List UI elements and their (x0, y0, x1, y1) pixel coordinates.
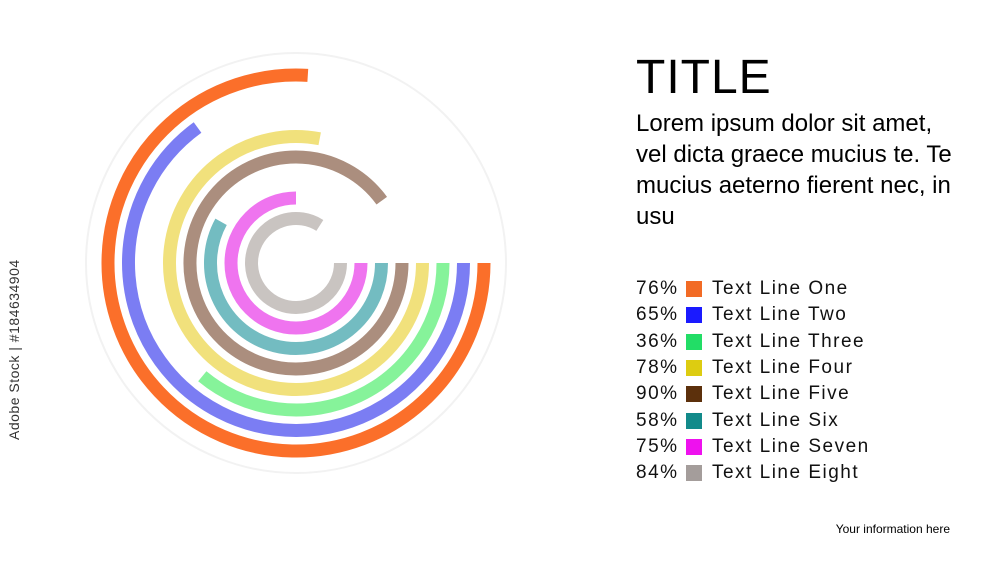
chart-legend: 76% Text Line One 65% Text Line Two 36% Text … (636, 276, 870, 486)
legend-swatch (686, 307, 702, 324)
background-guide-circle (85, 52, 507, 474)
legend-swatch (686, 281, 702, 298)
legend-item: 76% Text Line One (636, 276, 870, 302)
legend-item: 75% Text Line Seven (636, 434, 870, 460)
ring-bar-5 (183, 150, 409, 376)
legend-item: 36% Text Line Three (636, 329, 870, 355)
stock-watermark: Adobe Stock | #184634904 (6, 259, 22, 440)
legend-value: 84% (636, 462, 679, 484)
legend-swatch (686, 412, 702, 429)
legend-swatch (686, 360, 702, 377)
legend-item: 65% Text Line Two (636, 302, 870, 328)
legend-value: 78% (636, 357, 679, 379)
legend-label: Text Line Eight (712, 462, 860, 484)
legend-label: Text Line Five (712, 383, 851, 405)
legend-value: 65% (636, 304, 679, 326)
ring-bar-6 (204, 218, 388, 355)
legend-label: Text Line Four (712, 357, 854, 379)
ring-bar-2 (122, 122, 470, 437)
legend-label: Text Line Three (712, 330, 866, 352)
legend-value: 90% (636, 383, 679, 405)
ring-bar-8 (245, 212, 347, 314)
legend-item: 78% Text Line Four (636, 355, 870, 381)
legend-label: Text Line Seven (712, 435, 870, 457)
legend-swatch (686, 333, 702, 350)
ring-bar-3 (198, 262, 450, 417)
legend-swatch (686, 386, 702, 403)
legend-label: Text Line One (712, 278, 849, 300)
legend-item: 90% Text Line Five (636, 381, 870, 407)
legend-swatch (686, 465, 702, 482)
legend-value: 36% (636, 330, 679, 352)
legend-value: 75% (636, 435, 679, 457)
description-text: Lorem ipsum dolor sit amet, vel dicta gr… (636, 110, 952, 230)
legend-value: 58% (636, 409, 679, 431)
ring-bar-1 (101, 68, 491, 458)
legend-label: Text Line Two (712, 304, 848, 326)
legend-item: 58% Text Line Six (636, 407, 870, 433)
legend-label: Text Line Six (712, 409, 840, 431)
footer-text: Your information here (835, 522, 950, 536)
legend-item: 84% Text Line Eight (636, 460, 870, 486)
ring-bar-4 (163, 130, 429, 396)
page-title: TITLE (636, 51, 772, 104)
legend-value: 76% (636, 278, 679, 300)
legend-swatch (686, 438, 702, 455)
ring-bar-7 (224, 191, 368, 335)
